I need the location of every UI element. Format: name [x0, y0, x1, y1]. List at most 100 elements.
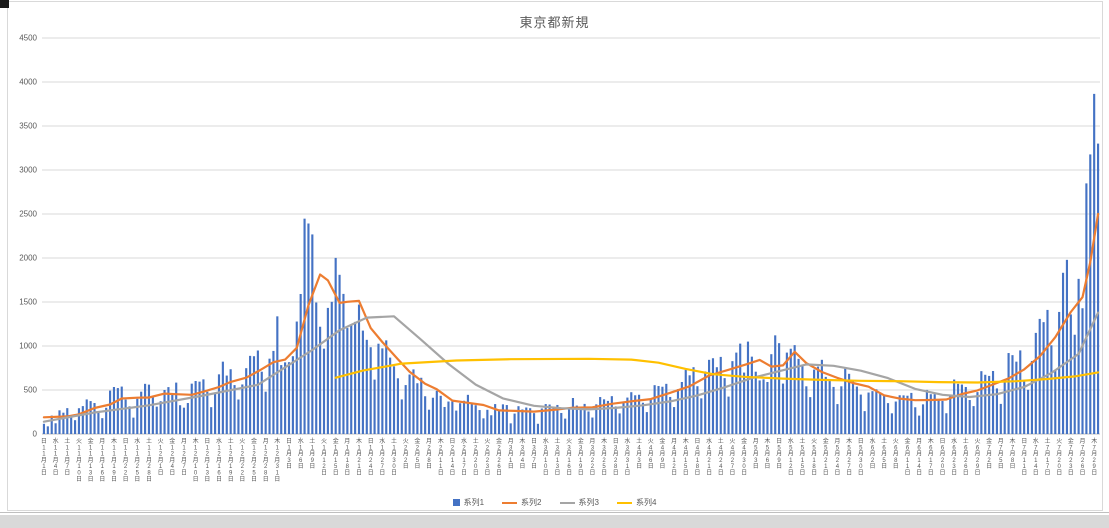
- series4-line[interactable]: [334, 357, 1100, 384]
- sheet-row-strip: [0, 513, 1109, 528]
- x-axis-labels: 日 1 1 月 1 日水 1 1 月 4 日土 1 1 月 7 日火 1 1 月 1 0 日金 1 1 月 1 3 日月 1 1 月 1 6 日木…: [41, 437, 1097, 483]
- series1-bars[interactable]: [42, 93, 1100, 435]
- y-gridlines: [42, 37, 1100, 391]
- series2-line-swatch-icon: [502, 501, 518, 504]
- series1-bar-swatch-icon: [452, 499, 460, 506]
- svg-text:3000: 3000: [19, 166, 37, 175]
- legend-item-series2[interactable]: 系列2: [502, 497, 542, 508]
- svg-text:1000: 1000: [19, 342, 37, 351]
- sheet-gridline: [0, 512, 1109, 513]
- series4-line-swatch-icon: [616, 501, 632, 504]
- series3-line-swatch-icon: [559, 501, 575, 504]
- y-axis-labels: 0 500 1000 1500 2000 2500 3000 3500 4000 4500: [19, 34, 37, 439]
- series2-line[interactable]: [42, 212, 1100, 419]
- legend-label-series3: 系列3: [578, 498, 599, 507]
- svg-text:0: 0: [33, 430, 38, 439]
- svg-text:4000: 4000: [19, 78, 37, 87]
- legend-label-series4: 系列4: [635, 498, 657, 507]
- legend-item-series4[interactable]: 系列4: [616, 497, 657, 508]
- legend-label-series1: 系列1: [463, 498, 485, 507]
- legend-item-series3[interactable]: 系列3: [559, 497, 599, 508]
- chart-legend: 系列1 系列2 系列3 系列4: [0, 497, 1109, 508]
- series3-line[interactable]: [42, 311, 1100, 423]
- legend-item-series1[interactable]: 系列1: [452, 497, 485, 508]
- svg-text:4500: 4500: [19, 34, 37, 43]
- chart-frame[interactable]: [7, 1, 1103, 511]
